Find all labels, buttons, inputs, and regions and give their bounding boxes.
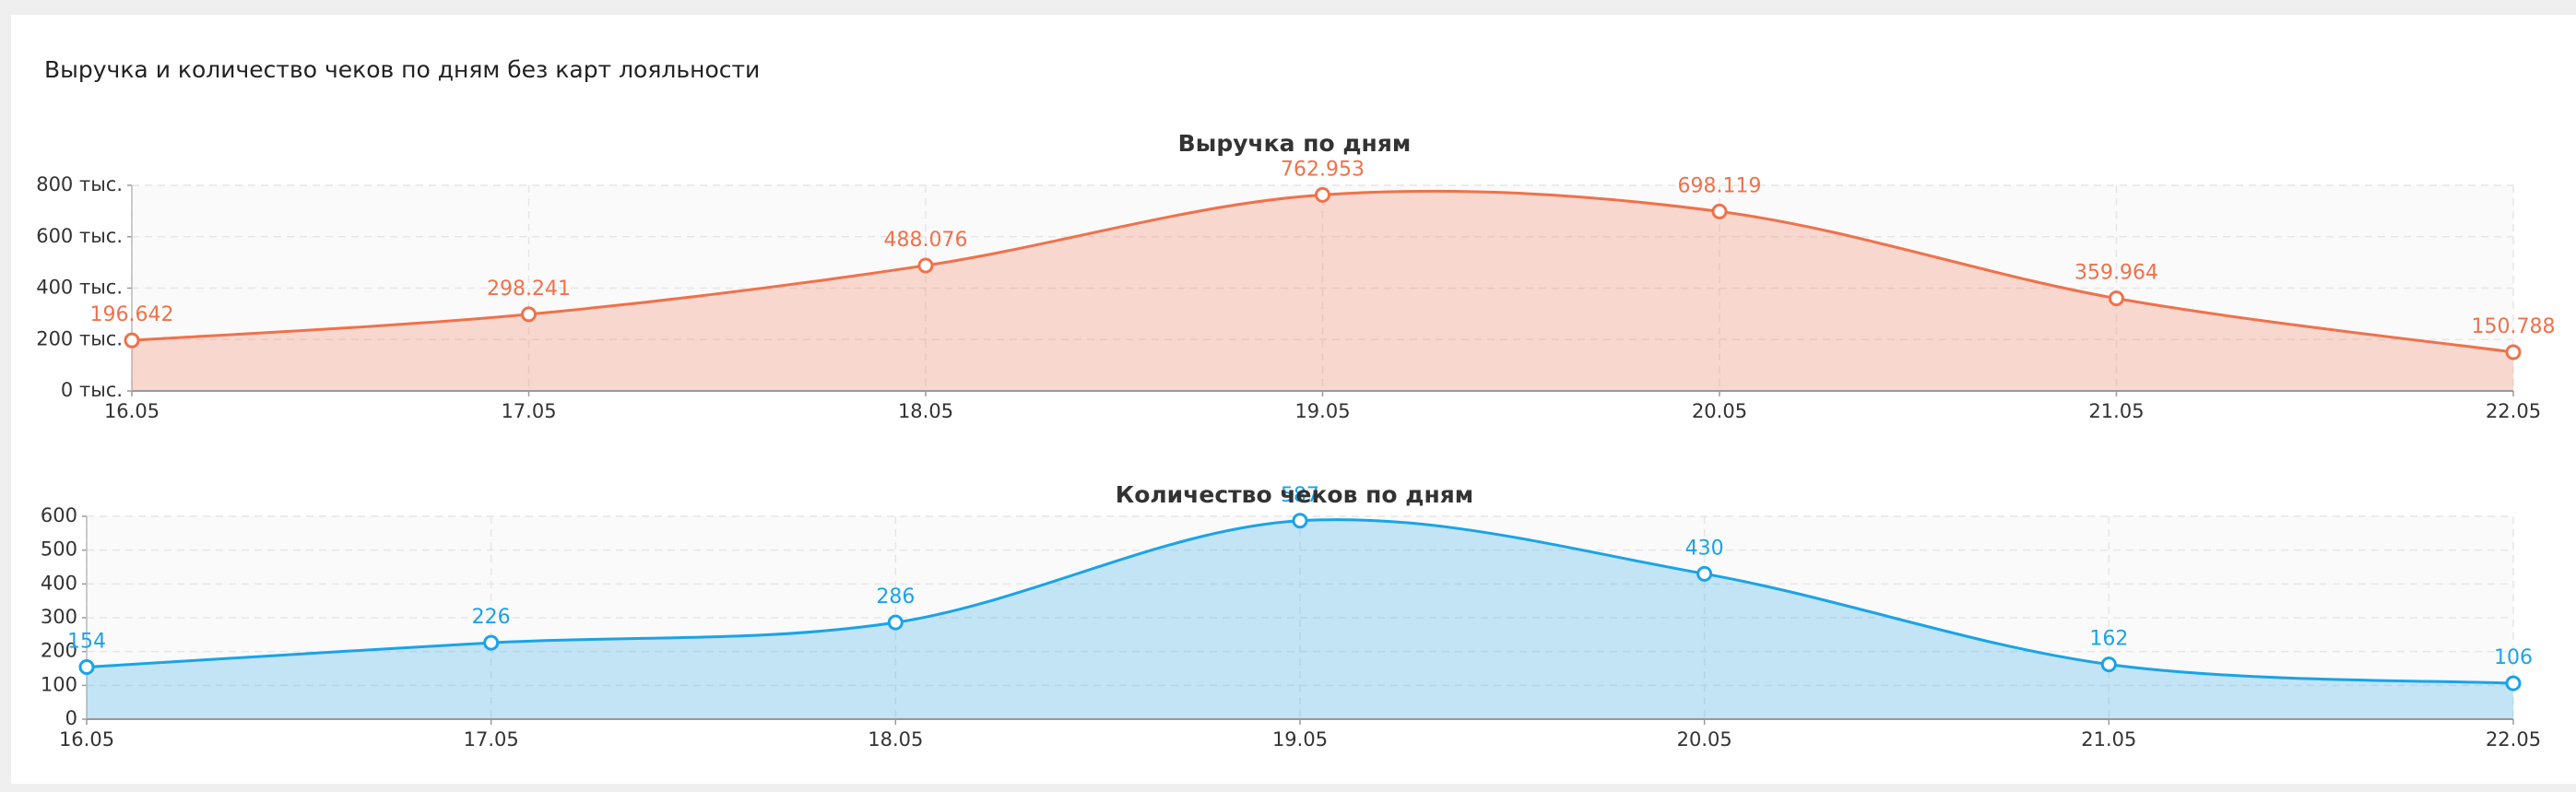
data-label: 298.241 bbox=[487, 278, 571, 301]
data-label: 226 bbox=[472, 606, 511, 629]
point-marker bbox=[2505, 344, 2522, 361]
point-marker bbox=[1315, 186, 1330, 203]
data-label: 698.119 bbox=[1678, 174, 1762, 197]
data-label: 196.642 bbox=[90, 303, 174, 326]
y-tick-label: 800 тыс. bbox=[36, 173, 123, 195]
point-marker bbox=[78, 659, 95, 676]
data-label: 286 bbox=[876, 585, 915, 609]
x-tick-label: 21.05 bbox=[2081, 728, 2136, 751]
point-marker bbox=[1696, 565, 1713, 582]
point-marker bbox=[2505, 675, 2522, 692]
point-marker bbox=[887, 614, 904, 631]
y-tick-label: 0 bbox=[65, 707, 77, 729]
card-title: Выручка и количество чеков по дням без к… bbox=[44, 56, 760, 83]
y-tick-label: 200 bbox=[41, 640, 77, 662]
x-tick-label: 22.05 bbox=[2486, 728, 2541, 751]
x-tick-label: 22.05 bbox=[2486, 400, 2541, 422]
y-tick-label: 600 bbox=[41, 504, 77, 526]
x-tick-label: 16.05 bbox=[59, 728, 114, 751]
y-tick-label: 0 тыс. bbox=[61, 379, 123, 401]
y-tick-label: 500 bbox=[41, 538, 77, 561]
point-marker bbox=[917, 257, 934, 274]
data-label: 106 bbox=[2494, 646, 2533, 669]
x-tick-label: 16.05 bbox=[104, 400, 160, 422]
area-fill bbox=[87, 519, 2513, 719]
y-tick-label: 400 bbox=[41, 572, 77, 594]
data-label: 359.964 bbox=[2074, 262, 2158, 285]
point-marker bbox=[483, 634, 500, 651]
card: Выручка и количество чеков по дням без к… bbox=[11, 15, 2576, 784]
data-label: 587 bbox=[1281, 484, 1319, 507]
point-marker bbox=[2109, 290, 2124, 307]
data-label: 762.953 bbox=[1281, 158, 1365, 181]
point-marker bbox=[2100, 656, 2117, 673]
x-tick-label: 19.05 bbox=[1272, 728, 1328, 751]
data-label: 488.076 bbox=[884, 229, 968, 252]
point-marker bbox=[521, 306, 537, 323]
x-tick-label: 17.05 bbox=[464, 728, 519, 751]
x-tick-label: 18.05 bbox=[898, 400, 953, 422]
chart-title: Выручка по дням bbox=[1178, 130, 1412, 157]
data-label: 430 bbox=[1685, 537, 1724, 560]
y-tick-label: 100 bbox=[41, 673, 77, 695]
x-tick-label: 18.05 bbox=[868, 728, 923, 751]
data-label: 162 bbox=[2089, 628, 2128, 651]
x-tick-label: 17.05 bbox=[501, 400, 556, 422]
y-tick-label: 400 тыс. bbox=[36, 277, 123, 299]
y-tick-label: 300 bbox=[41, 606, 77, 628]
x-tick-label: 19.05 bbox=[1294, 400, 1350, 422]
x-tick-label: 21.05 bbox=[2088, 400, 2144, 422]
x-tick-label: 20.05 bbox=[1677, 728, 1732, 751]
x-tick-label: 20.05 bbox=[1692, 400, 1747, 422]
chart-title: Количество чеков по дням bbox=[1116, 481, 1473, 508]
y-tick-label: 200 тыс. bbox=[36, 327, 123, 349]
charts: Выручка и количество чеков по дням без к… bbox=[36, 56, 2556, 751]
point-marker bbox=[1292, 513, 1308, 529]
data-label: 154 bbox=[67, 631, 106, 654]
area-fill bbox=[132, 191, 2513, 391]
data-label: 150.788 bbox=[2472, 315, 2556, 338]
y-tick-label: 600 тыс. bbox=[36, 225, 123, 247]
point-marker bbox=[1711, 203, 1728, 219]
point-marker bbox=[124, 332, 140, 349]
